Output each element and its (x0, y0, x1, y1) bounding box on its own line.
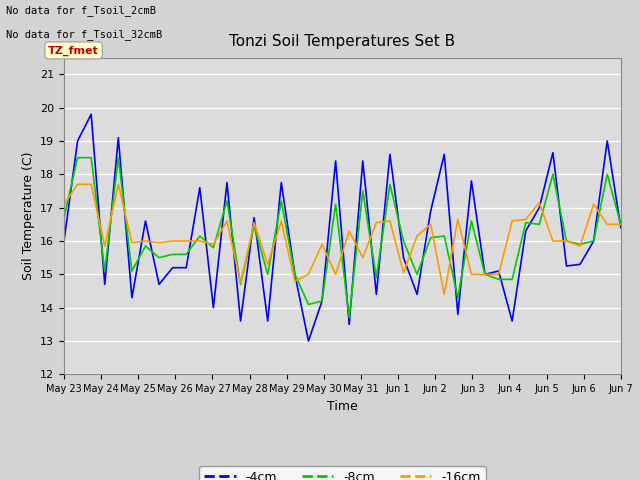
X-axis label: Time: Time (327, 400, 358, 413)
Legend: -4cm, -8cm, -16cm: -4cm, -8cm, -16cm (199, 466, 486, 480)
Title: Tonzi Soil Temperatures Set B: Tonzi Soil Temperatures Set B (229, 35, 456, 49)
Text: No data for f_Tsoil_2cmB: No data for f_Tsoil_2cmB (6, 5, 156, 16)
Y-axis label: Soil Temperature (C): Soil Temperature (C) (22, 152, 35, 280)
Text: TZ_fmet: TZ_fmet (48, 45, 99, 56)
Text: No data for f_Tsoil_32cmB: No data for f_Tsoil_32cmB (6, 29, 163, 40)
